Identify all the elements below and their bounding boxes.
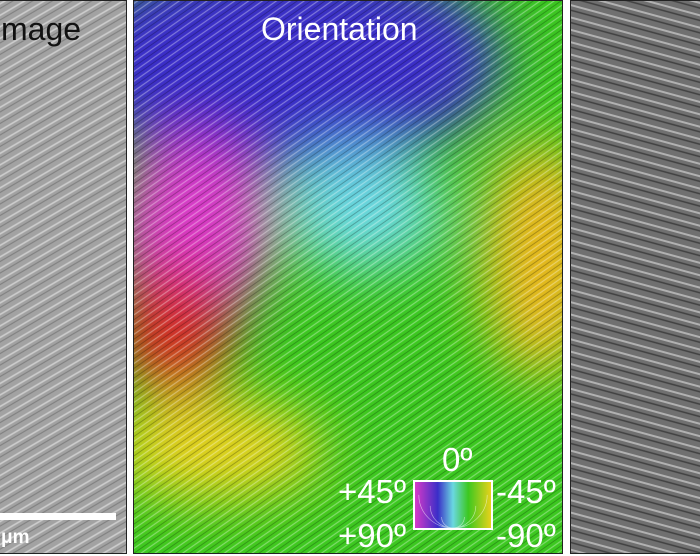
legend-label-plus90: +90º	[338, 517, 407, 554]
scale-bar-label: μm	[1, 527, 30, 548]
legend-label-plus45: +45º	[338, 473, 407, 510]
orientation-color-map	[134, 1, 562, 553]
legend-label-0: 0º	[442, 441, 473, 478]
legend-label-minus45: -45º	[496, 473, 556, 510]
panel-title: mage	[1, 11, 82, 47]
scale-bar	[0, 513, 116, 520]
coherency-image	[571, 1, 700, 553]
phase-contrast-image	[0, 1, 126, 553]
panel-title: Orientation	[261, 11, 418, 47]
coherency-image-panel	[570, 0, 700, 554]
orientation-map-panel: Orientation 0º +45º -45º +90º -90º	[133, 0, 563, 554]
orientation-legend-wheel	[413, 480, 493, 530]
phase-contrast-image-panel: mage μm	[0, 0, 127, 554]
legend-label-minus90: -90º	[496, 517, 556, 554]
